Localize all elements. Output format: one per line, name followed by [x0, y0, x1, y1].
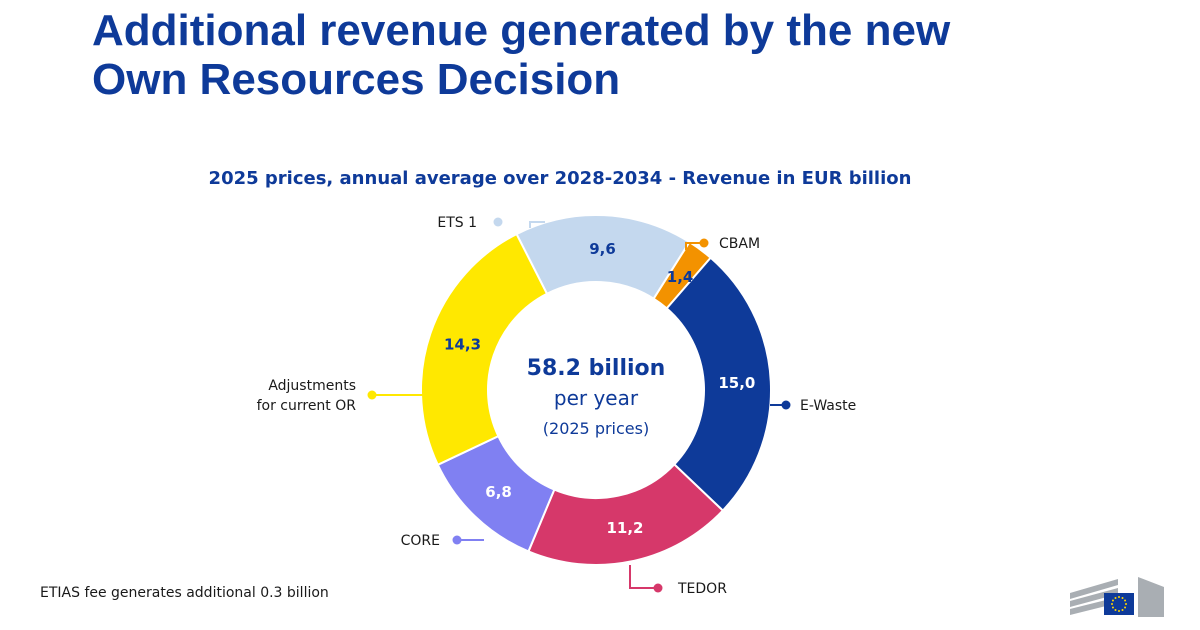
callout-line-cbam	[685, 242, 702, 250]
series-name-e-waste: E-Waste	[800, 398, 856, 414]
callout-dot-tedor	[653, 583, 663, 593]
value-label-core: 6,8	[485, 483, 512, 501]
eu-star-icon	[1114, 609, 1117, 612]
center-per-year: per year	[554, 386, 639, 410]
page-title: Additional revenue generated by the new …	[92, 6, 950, 104]
eu-flag-icon	[1104, 593, 1134, 615]
callout-dot-adjustments-for-current-or	[367, 390, 377, 400]
series-name-core: CORE	[401, 533, 440, 549]
series-name-tedor: TEDOR	[677, 581, 727, 597]
eu-star-icon	[1121, 596, 1124, 599]
page-title-line-1: Additional revenue generated by the new	[92, 6, 951, 55]
callout-line-ets-1	[529, 221, 545, 228]
callout-dot-cbam	[699, 238, 709, 248]
page-title-line-2: Own Resources Decision	[92, 55, 621, 104]
value-labels: 9,6 1,4 15,0 11,2 6,8 14,3	[444, 240, 755, 537]
callout-dot-e-waste	[781, 400, 791, 410]
slice-adjustments-for-current-or	[420, 232, 549, 467]
value-label-tedor: 11,2	[606, 519, 643, 537]
eu-star-icon	[1124, 599, 1127, 602]
value-label-adjustments-for-current-or: 14,3	[444, 335, 481, 353]
eu-star-icon	[1111, 606, 1114, 609]
callout-dot-core	[452, 535, 462, 545]
series-name-ets-1: ETS 1	[437, 215, 477, 231]
eu-star-icon	[1111, 603, 1113, 605]
eu-star-icon	[1121, 609, 1124, 612]
value-label-e-waste: 15,0	[718, 374, 755, 392]
eu-star-icon	[1111, 599, 1114, 602]
eu-star-icon	[1118, 610, 1120, 612]
donut-slices	[420, 214, 772, 566]
series-name-adjustments-for-current-or: Adjustments for current OR	[257, 378, 357, 414]
eu-stars-icon	[1111, 596, 1127, 612]
eu-star-icon	[1114, 596, 1117, 599]
series-name-cbam: CBAM	[719, 236, 760, 252]
slice-e-waste	[665, 256, 772, 512]
callout-line-tedor	[629, 565, 656, 589]
eu-star-icon	[1125, 603, 1127, 605]
eu-star-icon	[1118, 596, 1120, 598]
callout-dot-ets-1	[493, 217, 503, 227]
footnote: ETIAS fee generates additional 0.3 billi…	[40, 585, 329, 601]
center-prices-note: (2025 prices)	[543, 419, 649, 438]
center-total: 58.2 billion	[527, 356, 666, 381]
callouts: ETS 1 CBAM E-Waste TEDOR CORE Adjustments for …	[257, 215, 857, 597]
european-commission-logo	[1070, 577, 1164, 617]
eu-star-icon	[1124, 606, 1127, 609]
chart-title: 2025 prices, annual average over 2028-20…	[208, 168, 912, 189]
value-label-cbam: 1,4	[667, 268, 694, 286]
value-label-ets-1: 9,6	[589, 240, 616, 258]
